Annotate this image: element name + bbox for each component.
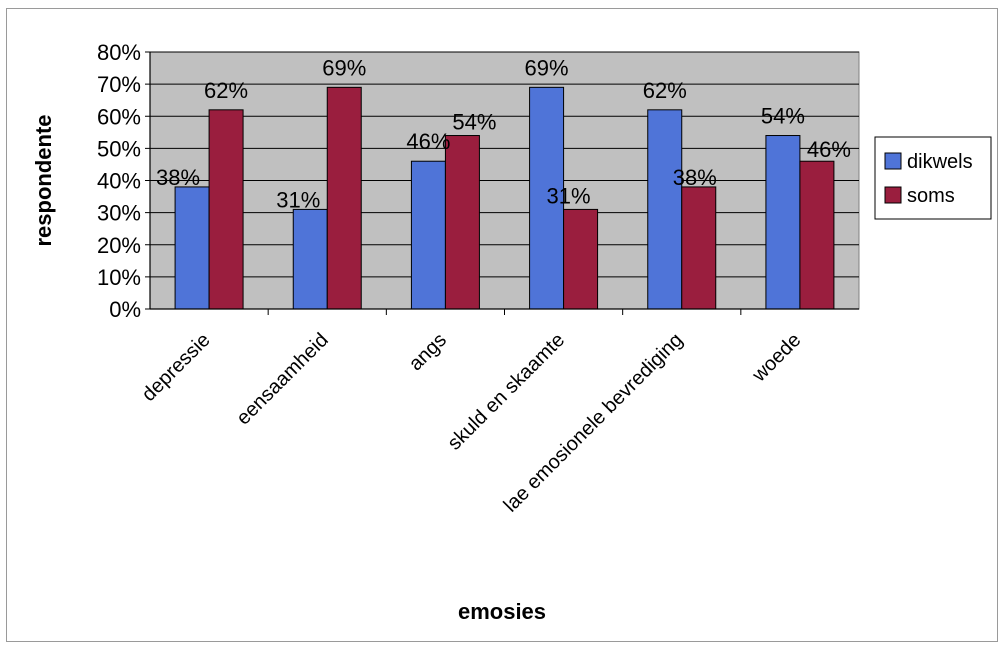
data-label: 54%	[452, 110, 496, 135]
x-category-label: angs	[405, 329, 451, 375]
data-label: 31%	[276, 187, 320, 212]
bar-dikwels-4	[647, 109, 683, 310]
data-label: 69%	[525, 55, 569, 80]
legend-label: soms	[907, 185, 955, 207]
data-label: 54%	[761, 104, 805, 129]
data-label: 62%	[643, 78, 687, 103]
legend-swatch	[884, 186, 902, 204]
x-category-label: eensaamheid	[232, 329, 332, 429]
data-label: 46%	[807, 137, 851, 162]
bar-soms-3	[563, 208, 599, 310]
x-axis-title: emosies	[458, 599, 546, 624]
gridlines	[150, 51, 859, 278]
legend-swatch	[884, 152, 902, 170]
data-labels: 38%62%31%69%46%54%69%31%62%38%54%46%	[156, 55, 851, 212]
bar-soms-2	[444, 135, 480, 310]
legend-box	[874, 136, 992, 220]
x-category-label: woede	[748, 329, 806, 387]
y-tick-label: 40%	[97, 169, 141, 194]
x-category-label: depressie	[138, 329, 215, 406]
y-tick-label: 80%	[97, 40, 141, 65]
y-tick-label: 0%	[109, 297, 141, 322]
bar-dikwels-0	[174, 186, 210, 310]
y-tick-label: 70%	[97, 72, 141, 97]
y-tick-label: 30%	[97, 201, 141, 226]
y-tick-label: 20%	[97, 233, 141, 258]
y-tick-label: 50%	[97, 136, 141, 161]
data-label: 31%	[547, 183, 591, 208]
bar-soms-5	[799, 160, 835, 310]
legend-label: dikwels	[907, 151, 973, 173]
y-tick-labels: 0% 10% 20% 30% 40% 50% 60% 70% 80%	[97, 40, 150, 322]
bars	[174, 86, 835, 310]
y-axis-title: respondente	[31, 114, 56, 246]
legend: dikwels soms	[874, 136, 992, 220]
x-category-label: skuld en skaamte	[444, 329, 570, 455]
bar-soms-4	[681, 186, 717, 310]
data-label: 38%	[673, 165, 717, 190]
chart-frame: 0% 10% 20% 30% 40% 50% 60% 70% 80% depressie eens…	[6, 8, 998, 642]
bar-dikwels-3	[529, 86, 565, 310]
bar-dikwels-2	[410, 160, 446, 310]
data-label: 62%	[204, 78, 248, 103]
bar-soms-1	[326, 86, 362, 310]
y-tick-label: 10%	[97, 265, 141, 290]
bar-dikwels-1	[292, 208, 328, 310]
data-label: 46%	[406, 129, 450, 154]
data-label: 38%	[156, 165, 200, 190]
bar-dikwels-5	[765, 135, 801, 310]
bar-chart: 0% 10% 20% 30% 40% 50% 60% 70% 80% depressie eens…	[31, 40, 992, 624]
y-tick-label: 60%	[97, 104, 141, 129]
bar-soms-0	[208, 109, 244, 310]
data-label: 69%	[322, 55, 366, 80]
